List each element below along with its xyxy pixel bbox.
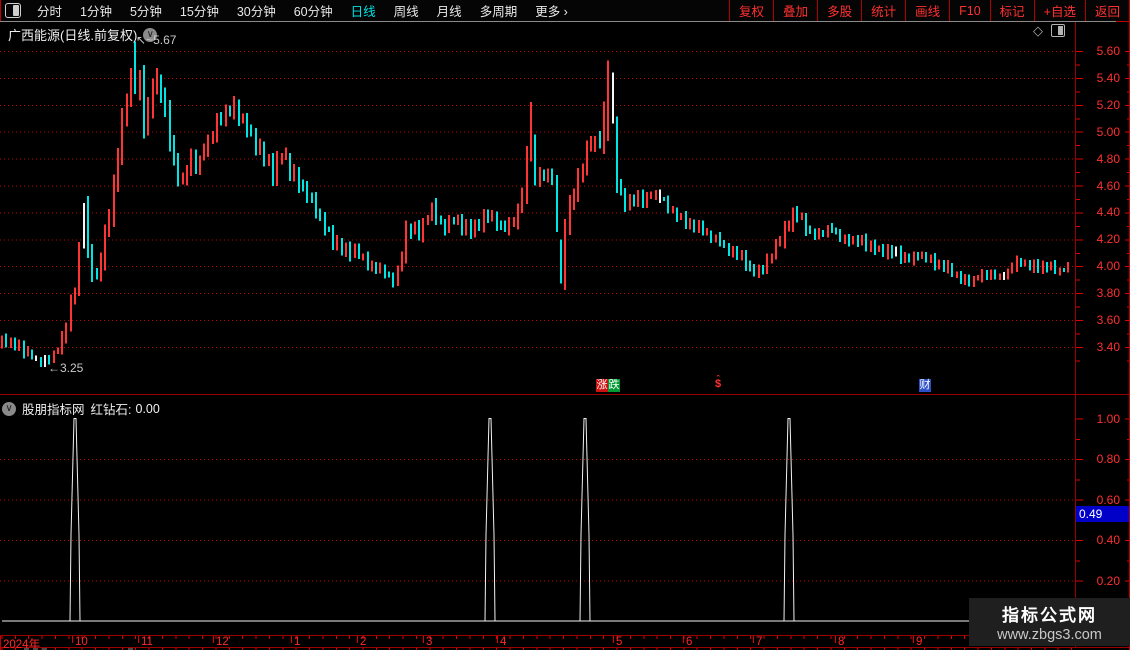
toolbar-action-1[interactable]: 叠加 [774,0,819,21]
chart-corner-icons: ◇ [1033,24,1065,37]
price-tick-label: 4.80 [1096,151,1120,166]
indicator-tick-label: 0.80 [1096,452,1120,466]
toolbar-actions: 复权 叠加 多股 统计 画线 F10 标记 +自选 返回 [729,0,1130,21]
diamond-icon[interactable]: ◇ [1033,23,1043,38]
watermark-badge: 指标公式网 www.zbgs3.com [969,598,1130,646]
low-annotation: ←3.25 [48,361,84,375]
toolbar-action-3[interactable]: 统计 [862,0,907,21]
period-tab-1[interactable]: 1分钟 [80,5,112,19]
month-label-3: 1 [294,636,301,648]
marker-dollar-sign: $ [715,378,722,390]
chevron-down-icon[interactable]: ∨ [143,27,158,42]
period-tab-5[interactable]: 60分钟 [293,5,333,19]
toolbar-action-5[interactable]: F10 [950,0,991,21]
toolbar: 分时 1分钟 5分钟 15分钟 30分钟 60分钟 日线 周线 月线 多周期 更多 › 复权 叠加 多股… [0,0,1130,21]
month-label-5: 3 [426,636,433,648]
chevron-down-icon[interactable]: ∨ [2,401,16,416]
period-tab-3[interactable]: 15分钟 [179,5,219,19]
month-label-6: 4 [500,636,507,648]
toolbar-action-7[interactable]: +自选 [1035,0,1086,21]
indicator-tick-label: 0.60 [1096,492,1120,507]
marker-dollar[interactable]: ˆ $ [715,374,722,390]
period-tab-2[interactable]: 5分钟 [129,5,162,19]
price-tick-label: 5.00 [1096,124,1120,139]
month-label-1: 11 [141,636,153,648]
cutoff-row [0,648,1130,650]
indicator-axis: 1.00 0.80 0.60 0.40 0.20 [1076,0,1130,636]
indicator-value: 0.00 [135,401,160,416]
price-tick-label: 4.60 [1096,178,1120,193]
indicator-canvas[interactable] [0,396,1075,635]
toolbar-action-0[interactable]: 复权 [730,0,775,21]
price-tick-label: 4.00 [1096,259,1120,274]
marker-finance[interactable]: 财 [919,379,931,392]
month-label-11: 9 [916,636,923,648]
price-tick-label: 3.40 [1096,339,1120,354]
indicator-tick-label: 0.40 [1096,533,1120,547]
period-tab-0[interactable]: 分时 [37,5,63,19]
marker-zhangdie-up[interactable]: 涨 [596,379,608,392]
indicator-name: 红钻石: [90,403,132,417]
marker-dollar-caret: ˆ [716,374,720,384]
price-tick-label: 4.40 [1096,205,1120,220]
marker-zhangdie-down[interactable]: 跌 [608,379,620,392]
price-axis: 5.60 5.40 5.20 5.00 4.80 4.60 4.40 4.20 4.00 3.80… [1076,0,1130,394]
month-label-2: 12 [216,636,229,648]
year-label: 2024年 [3,639,41,650]
main-chart-canvas[interactable] [0,22,1075,394]
stock-title: 广西能源(日线.前复权) [8,28,138,43]
price-tick-label: 4.20 [1096,232,1120,247]
watermark-title: 指标公式网 [1002,606,1097,625]
toolbar-action-4[interactable]: 画线 [906,0,951,21]
split-pane-icon[interactable] [1051,24,1065,37]
window-layout-icon-fill [13,5,19,16]
price-tick-label: 5.40 [1096,70,1120,85]
month-label-10: 8 [838,636,845,648]
price-tick-label: 3.80 [1096,286,1120,301]
main-chart-header: 广西能源(日线.前复权) ∨ [8,25,158,44]
price-tick-label: 5.60 [1096,44,1120,58]
period-tab-6[interactable]: 日线 [350,5,376,19]
month-label-9: 7 [756,636,763,648]
period-tab-10[interactable]: 更多 › [535,5,568,19]
month-label-0: 10 [75,636,88,648]
toolbar-action-6[interactable]: 标记 [991,0,1035,21]
month-label-7: 5 [616,636,623,648]
high-annotation: ↖~5.67 [136,33,177,47]
month-label-4: 2 [360,636,367,648]
indicator-tick-label: 0.20 [1096,573,1120,588]
period-tab-7[interactable]: 周线 [393,5,419,19]
period-tab-8[interactable]: 月线 [436,5,462,19]
toolbar-action-2[interactable]: 多股 [818,0,863,21]
month-label-8: 6 [686,636,693,648]
indicator-source: 股朋指标网 [22,403,85,417]
price-tick-label: 3.60 [1096,313,1120,327]
price-tick-label: 5.20 [1096,97,1120,112]
period-tabs: 分时 1分钟 5分钟 15分钟 30分钟 60分钟 日线 周线 月线 多周期 更多 › [28,0,729,22]
period-tab-4[interactable]: 30分钟 [236,5,276,19]
indicator-tick-label: 1.00 [1096,411,1120,426]
period-tab-9[interactable]: 多周期 [479,5,518,19]
indicator-header: ∨ 股朋指标网 红钻石: 0.00 [2,399,160,418]
time-axis: 2024年 10 11 12 1 2 3 4 5 6 7 8 9 [0,636,1130,650]
window-layout-icon[interactable] [5,3,21,18]
watermark-url: www.zbgs3.com [997,627,1102,643]
indicator-value-tag: 0.49 [1076,506,1129,522]
